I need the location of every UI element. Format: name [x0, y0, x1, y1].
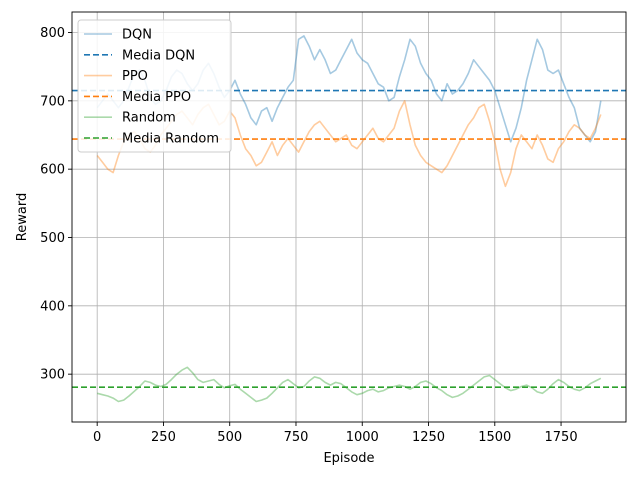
x-tick-label: 500 [217, 430, 242, 445]
x-tick-label: 1250 [412, 430, 445, 445]
y-axis-label: Reward [15, 193, 30, 241]
axes: 0 250 500 750 1000 1250 1500 1750 300 400 500 600 70… [40, 11, 627, 445]
legend-label-dqn: DQN [122, 28, 152, 43]
y-tick-label: 400 [40, 299, 65, 314]
y-tick-label: 700 [40, 94, 65, 109]
x-tick-label: 1750 [545, 430, 578, 445]
x-tick-label: 1500 [478, 430, 511, 445]
x-tick-label: 1000 [346, 430, 379, 445]
y-tick-label: 500 [40, 231, 65, 246]
x-axis-label: Episode [323, 451, 374, 466]
legend-label-media-dqn: Media DQN [122, 48, 195, 63]
x-tick-label: 750 [284, 430, 309, 445]
x-tick-label: 0 [93, 430, 101, 445]
plot-frame [71, 11, 627, 423]
random-line [96, 366, 602, 403]
y-tick-label: 300 [40, 368, 65, 383]
x-tick-label: 250 [151, 430, 176, 445]
y-tick-label: 800 [40, 26, 65, 41]
legend-label-media-random: Media Random [122, 132, 219, 147]
legend-label-random: Random [122, 111, 176, 126]
y-tick-label: 600 [40, 163, 65, 178]
legend-box [77, 19, 232, 153]
grid [72, 12, 626, 422]
legend-label-media-ppo: Media PPO [122, 90, 191, 105]
legend: DQN Media DQN PPO Media PPO Random Media Rand… [77, 19, 232, 153]
legend-label-ppo: PPO [122, 69, 148, 84]
